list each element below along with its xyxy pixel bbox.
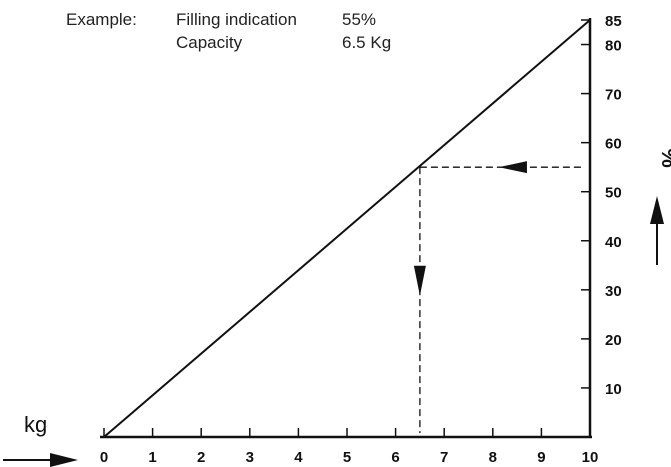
x-tick-label-9: 9 [537,449,545,466]
y-tick-label-60: 60 [605,136,622,153]
filling-indication-label: Filling indication [176,10,297,29]
x-tick-label-7: 7 [440,449,448,466]
y-tick-label-70: 70 [605,87,622,104]
series-line-0 [103,19,591,438]
down-arrow-icon [413,265,426,296]
y-tick-label-85: 85 [605,13,622,30]
right-arrow-icon [50,453,78,467]
x-tick-label-3: 3 [246,449,254,466]
y-tick-label-80: 80 [605,38,622,55]
up-arrow-icon [650,196,664,224]
series-layer [103,19,591,438]
y-unit-label: % [657,148,671,168]
filling-indication-value: 55% [342,10,377,29]
y-tick-label-10: 10 [605,381,622,398]
y-tick-label-40: 40 [605,234,622,251]
axes [100,18,592,439]
x-tick-label-1: 1 [148,449,156,466]
x-tick-label-4: 4 [294,449,303,466]
y-tick-label-30: 30 [605,283,622,300]
x-tick-label-8: 8 [489,449,497,466]
example-label: Example: [66,10,137,29]
x-tick-label-5: 5 [343,449,351,466]
x-tick-label-0: 0 [100,449,108,466]
y-tick-label-50: 50 [605,185,622,202]
tick-marks [103,19,591,437]
capacity-label: Capacity [176,33,243,52]
example-guides [413,161,582,433]
y-tick-label-20: 20 [605,332,622,349]
capacity-value: 6.5 Kg [342,33,392,52]
tick-labels: 0 1 2 3 4 5 6 7 8 9 10 10 20 30 40 50 60 70 80 85 [100,13,622,466]
x-unit-label: kg [24,412,47,437]
x-tick-label-2: 2 [197,449,205,466]
x-tick-label-6: 6 [391,449,399,466]
left-arrow-icon [498,161,527,174]
x-tick-label-10: 10 [582,449,599,466]
unit-labels: kg% [3,148,671,467]
